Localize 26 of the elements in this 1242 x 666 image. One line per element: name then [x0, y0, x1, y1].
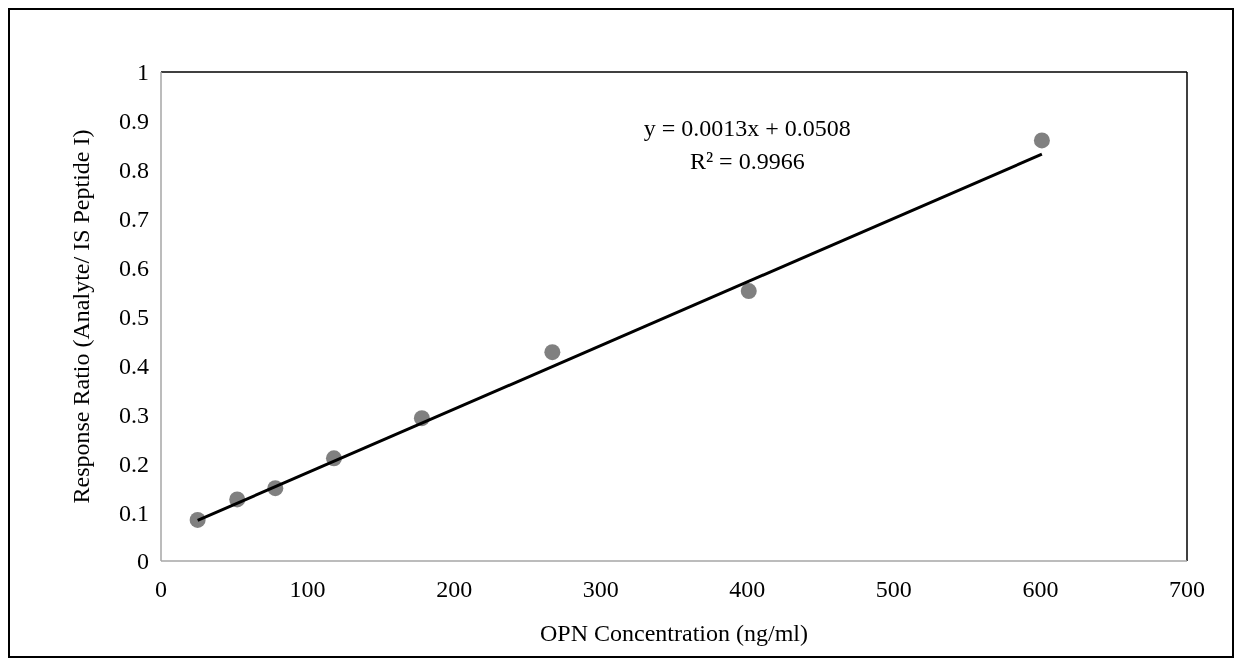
y-tick-label: 0.8	[119, 157, 149, 184]
x-tick-label: 100	[289, 576, 326, 602]
x-tick-label: 300	[582, 576, 619, 602]
x-tick-label: 600	[1022, 576, 1059, 602]
point	[1033, 132, 1050, 149]
point	[740, 283, 757, 300]
annotation: y = 0.0013x + 0.0508	[643, 115, 851, 141]
y-axis-title: Response Ratio (Analyte/ IS Peptide I)	[68, 129, 94, 504]
x-tick-label: 400	[729, 576, 766, 602]
y-tick-label: 0.1	[119, 499, 149, 526]
y-tick-label: 0	[137, 548, 149, 575]
y-tick-label: 1	[137, 59, 149, 86]
point	[544, 344, 561, 361]
x-tick-label: 200	[436, 576, 473, 602]
x-tick-label: 0	[155, 576, 167, 602]
x-tick-label: 500	[875, 576, 912, 602]
y-tick-label: 0.3	[119, 401, 149, 428]
x-axis-title: OPN Concentration (ng/ml)	[540, 620, 808, 646]
y-tick-label: 0.6	[119, 255, 149, 281]
y-tick-label: 0.7	[119, 206, 149, 233]
y-tick-label: 0.2	[119, 450, 149, 477]
y-tick-label: 0.5	[119, 303, 149, 330]
y-tick-label: 0.4	[119, 352, 149, 379]
annotation: R² = 0.9966	[689, 148, 805, 174]
y-tick-label: 0.9	[119, 108, 149, 135]
x-tick-label: 700	[1169, 576, 1205, 602]
